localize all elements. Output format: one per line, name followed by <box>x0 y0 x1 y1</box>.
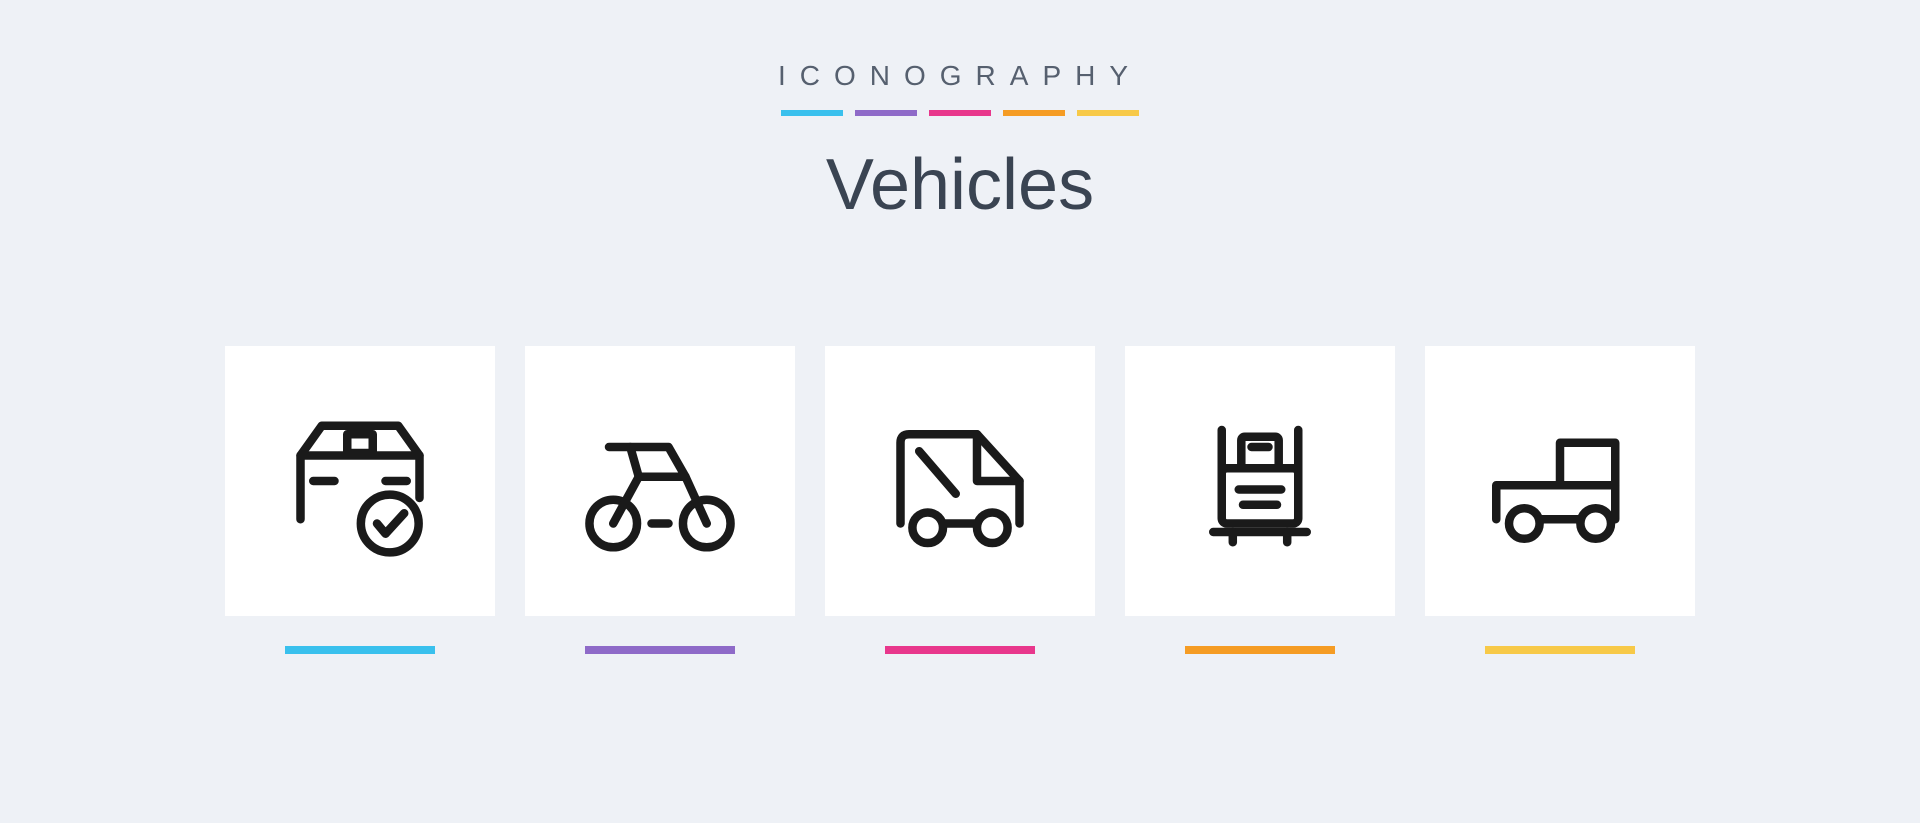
icon-tile <box>825 346 1095 616</box>
pickup-icon <box>1475 396 1645 566</box>
accent-bar <box>929 110 991 116</box>
motorbike-icon <box>575 396 745 566</box>
truck-front-icon <box>1175 396 1345 566</box>
card-underline <box>1485 646 1635 654</box>
header: ICONOGRAPHY Vehicles <box>0 0 1920 226</box>
icon-tile <box>225 346 495 616</box>
page-title: Vehicles <box>0 144 1920 226</box>
card-underline <box>585 646 735 654</box>
icon-tile <box>1125 346 1395 616</box>
icon-card <box>1425 346 1695 654</box>
accent-bar <box>1077 110 1139 116</box>
accent-bar <box>855 110 917 116</box>
brand-label: ICONOGRAPHY <box>0 60 1920 92</box>
card-underline <box>285 646 435 654</box>
icon-tile <box>525 346 795 616</box>
icon-card <box>1125 346 1395 654</box>
icon-tile <box>1425 346 1695 616</box>
car-check-icon <box>275 396 445 566</box>
card-underline <box>885 646 1035 654</box>
icon-card <box>825 346 1095 654</box>
icons-row <box>0 346 1920 654</box>
accent-row <box>0 110 1920 116</box>
accent-bar <box>1003 110 1065 116</box>
icon-card <box>225 346 495 654</box>
van-icon <box>875 396 1045 566</box>
accent-bar <box>781 110 843 116</box>
card-underline <box>1185 646 1335 654</box>
icon-card <box>525 346 795 654</box>
